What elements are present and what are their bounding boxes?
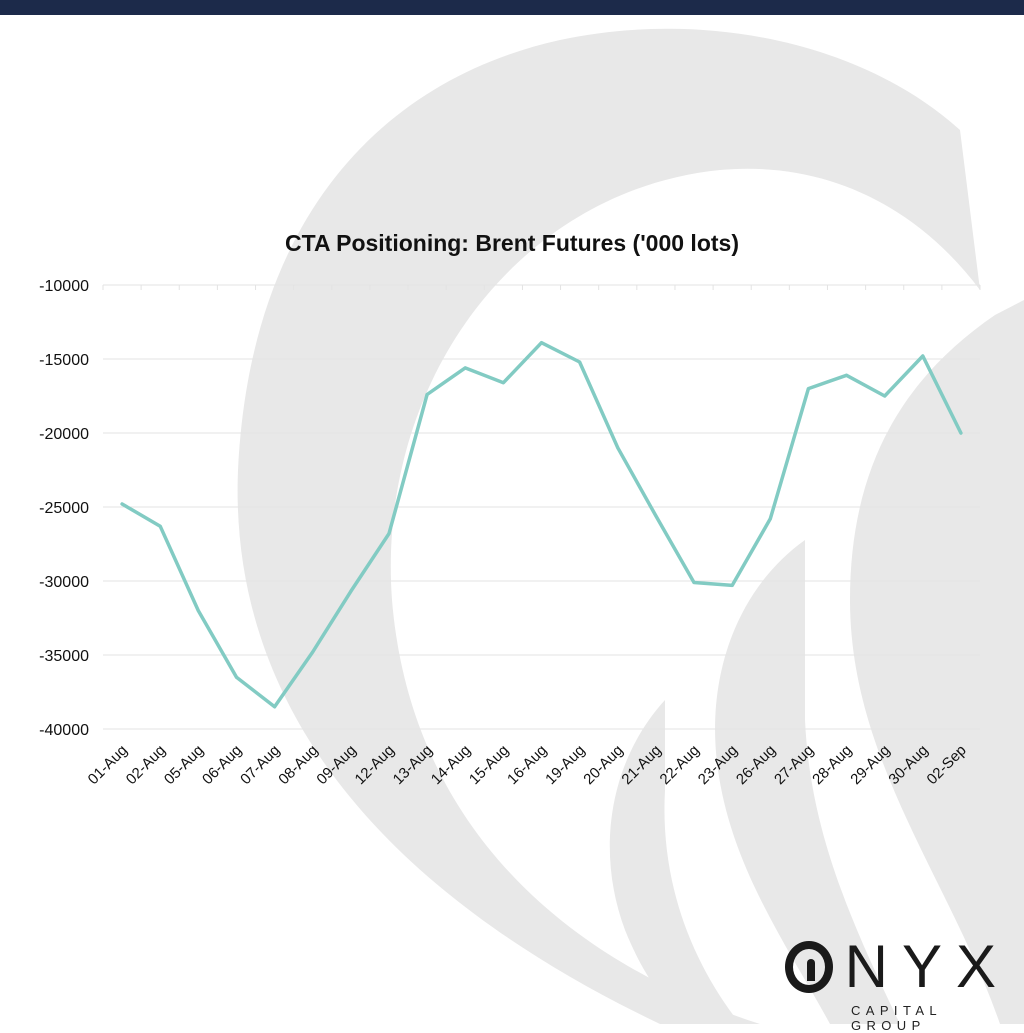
x-tick-label: 21-Aug — [618, 742, 664, 788]
x-tick-label: 30-Aug — [885, 742, 931, 788]
x-tick-label: 27-Aug — [771, 742, 817, 788]
brand-subtitle: CAPITAL GROUP — [851, 1003, 942, 1033]
data-point — [616, 446, 620, 450]
x-tick-label: 16-Aug — [504, 742, 550, 788]
brand-name: NYX — [844, 933, 1010, 1000]
y-tick-label: -35000 — [39, 648, 89, 665]
y-tick-label: -20000 — [39, 426, 89, 443]
data-point — [425, 393, 429, 397]
x-tick-label: 05-Aug — [161, 742, 207, 788]
x-tick-label: 28-Aug — [809, 742, 855, 788]
x-tick-label: 06-Aug — [199, 742, 245, 788]
y-tick-label: -15000 — [39, 352, 89, 369]
data-point — [234, 675, 238, 679]
x-tick-label: 13-Aug — [390, 742, 436, 788]
data-point — [158, 524, 162, 528]
data-point — [540, 341, 543, 345]
x-tick-label: 23-Aug — [695, 742, 741, 788]
data-point — [883, 394, 887, 398]
data-point — [959, 431, 963, 435]
x-tick-label: 19-Aug — [542, 742, 588, 788]
x-tick-label: 29-Aug — [847, 742, 893, 788]
x-tick-label: 26-Aug — [733, 742, 779, 788]
data-point — [501, 381, 505, 385]
series-line — [120, 340, 963, 709]
y-tick-label: -40000 — [39, 722, 89, 739]
y-tick-label: -25000 — [39, 500, 89, 517]
brand-wordmark: NYX — [785, 935, 1010, 999]
x-tick-label: 08-Aug — [275, 742, 321, 788]
data-point — [311, 650, 315, 654]
data-point — [730, 583, 734, 587]
data-point — [692, 580, 696, 584]
data-point — [387, 532, 391, 536]
x-tick-label: 15-Aug — [466, 742, 512, 788]
x-tick-label: 01-Aug — [85, 742, 131, 788]
x-tick-label: 02-Sep — [924, 742, 970, 788]
x-tick-label: 07-Aug — [237, 742, 283, 788]
data-point — [845, 373, 849, 377]
x-tick-label: 12-Aug — [352, 742, 398, 788]
data-point — [120, 502, 124, 506]
x-tick-label: 09-Aug — [313, 742, 359, 788]
data-point — [463, 366, 467, 370]
brand-logo: NYX CAPITAL GROUP — [785, 935, 1010, 1033]
data-point — [806, 387, 810, 391]
data-point — [273, 705, 277, 709]
x-tick-label: 14-Aug — [428, 742, 474, 788]
header-bar — [0, 0, 1024, 15]
data-point — [768, 517, 772, 521]
data-point — [921, 354, 925, 358]
onyx-flame-o-icon — [785, 941, 833, 993]
x-tick-label: 02-Aug — [123, 742, 169, 788]
data-point — [578, 360, 582, 364]
y-tick-label: -10000 — [39, 278, 89, 295]
x-tick-label: 20-Aug — [580, 742, 626, 788]
data-point — [654, 514, 658, 518]
y-tick-label: -30000 — [39, 574, 89, 591]
chart-title: CTA Positioning: Brent Futures ('000 lot… — [285, 230, 739, 256]
data-point — [349, 589, 353, 593]
x-tick-label: 22-Aug — [657, 742, 703, 788]
data-point — [196, 609, 200, 613]
